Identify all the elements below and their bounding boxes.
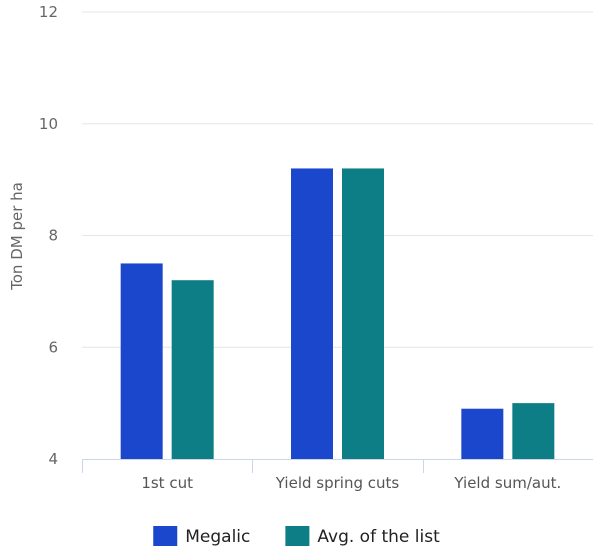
x-axis bbox=[82, 459, 593, 473]
legend: Megalic Avg. of the list bbox=[153, 526, 440, 547]
x-tick-label-2: Yield sum/aut. bbox=[453, 474, 561, 492]
legend-item-1[interactable]: Avg. of the list bbox=[285, 526, 440, 547]
bar-avg-0 bbox=[171, 280, 214, 459]
y-tick-label-10: 10 bbox=[39, 115, 58, 133]
x-tick-label-0: 1st cut bbox=[141, 474, 193, 492]
y-tick-labels: 4 6 8 10 12 bbox=[39, 3, 58, 468]
grid-layer bbox=[82, 11, 593, 348]
legend-label-1: Avg. of the list bbox=[317, 527, 440, 547]
x-tick-label-1: Yield spring cuts bbox=[275, 474, 400, 492]
legend-swatch-0 bbox=[153, 526, 178, 546]
y-tick-label-4: 4 bbox=[48, 450, 58, 468]
legend-swatch-1 bbox=[285, 526, 310, 546]
y-tick-label-12: 12 bbox=[39, 3, 58, 21]
bar-megalic-1 bbox=[291, 168, 333, 459]
y-tick-label-6: 6 bbox=[48, 338, 58, 356]
y-tick-label-8: 8 bbox=[48, 227, 58, 245]
x-tick-labels: 1st cut Yield spring cuts Yield sum/aut. bbox=[141, 474, 561, 492]
legend-label-0: Megalic bbox=[185, 527, 250, 547]
bar-avg-1 bbox=[342, 168, 384, 459]
bar-megalic-2 bbox=[461, 408, 504, 459]
bar-megalic-0 bbox=[120, 263, 163, 459]
legend-item-0[interactable]: Megalic bbox=[153, 526, 250, 547]
bar-avg-2 bbox=[512, 403, 555, 459]
y-axis-title: Ton DM per ha bbox=[8, 182, 26, 291]
bars bbox=[120, 168, 555, 459]
